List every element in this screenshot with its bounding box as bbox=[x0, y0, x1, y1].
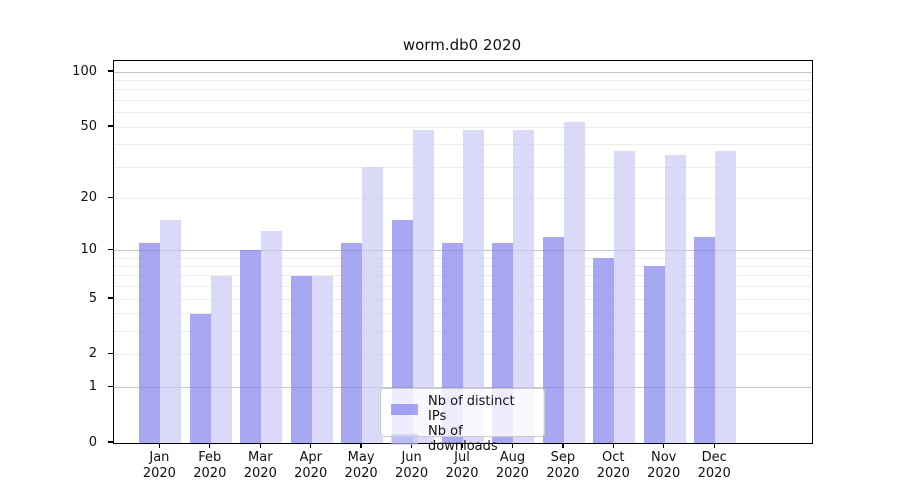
y-tick-label-0: 0 bbox=[88, 434, 97, 450]
bar-dec-downloads bbox=[715, 150, 737, 443]
bar-oct-distinct-ips bbox=[593, 258, 615, 443]
bar-mar-downloads bbox=[261, 230, 283, 443]
legend-swatch-distinct-ips bbox=[391, 403, 418, 415]
y-tick-5 bbox=[108, 297, 113, 299]
y-tick-label-1: 1 bbox=[88, 378, 97, 394]
bar-feb-downloads bbox=[210, 275, 232, 443]
x-tick-label-jun: Jun 2020 bbox=[395, 450, 429, 481]
gridline-50 bbox=[114, 126, 812, 128]
legend-swatch-downloads bbox=[391, 433, 418, 445]
y-tick-label-5: 5 bbox=[88, 290, 97, 306]
legend-entry-downloads: Nb of downloads bbox=[391, 424, 534, 454]
legend-label-downloads: Nb of downloads bbox=[428, 424, 498, 454]
x-tick-jul bbox=[461, 443, 463, 448]
bar-mar-distinct-ips bbox=[240, 250, 262, 443]
x-tick-label-mar: Mar 2020 bbox=[243, 450, 277, 481]
x-tick-dec bbox=[713, 443, 715, 448]
gridline-80 bbox=[114, 89, 812, 91]
x-tick-oct bbox=[612, 443, 614, 448]
legend-entry-distinct-ips: Nb of distinct IPs bbox=[391, 394, 534, 424]
bar-may-distinct-ips bbox=[341, 243, 363, 443]
bar-jun-distinct-ips bbox=[391, 220, 413, 443]
bar-jun-downloads bbox=[412, 130, 434, 443]
y-tick-label-20: 20 bbox=[80, 189, 97, 205]
x-tick-feb bbox=[209, 443, 211, 448]
y-tick-2 bbox=[108, 353, 113, 355]
y-tick-20 bbox=[108, 196, 113, 198]
x-tick-sep bbox=[562, 443, 564, 448]
y-tick-50 bbox=[108, 125, 113, 127]
legend-label-distinct-ips: Nb of distinct IPs bbox=[428, 394, 515, 424]
y-tick-0 bbox=[108, 441, 113, 443]
x-tick-label-oct: Oct 2020 bbox=[596, 450, 630, 481]
bar-jan-downloads bbox=[160, 220, 182, 443]
bar-feb-distinct-ips bbox=[189, 313, 211, 443]
y-tick-label-2: 2 bbox=[88, 346, 97, 362]
x-tick-jan bbox=[158, 443, 161, 448]
x-tick-label-nov: Nov 2020 bbox=[647, 450, 681, 481]
bar-apr-distinct-ips bbox=[290, 275, 312, 443]
x-tick-label-dec: Dec 2020 bbox=[697, 450, 731, 481]
bar-oct-downloads bbox=[614, 150, 636, 443]
x-tick-may bbox=[360, 443, 362, 448]
x-tick-apr bbox=[310, 443, 312, 448]
y-tick-label-10: 10 bbox=[80, 241, 97, 257]
plot-area bbox=[113, 60, 813, 444]
x-tick-label-aug: Aug 2020 bbox=[495, 450, 529, 481]
bar-sep-downloads bbox=[563, 122, 585, 443]
y-tick-1 bbox=[108, 385, 113, 387]
x-tick-label-jan: Jan 2020 bbox=[142, 450, 176, 481]
y-tick-10 bbox=[108, 248, 113, 250]
bar-aug-downloads bbox=[513, 130, 535, 443]
x-tick-label-feb: Feb 2020 bbox=[193, 450, 227, 481]
y-tick-100 bbox=[108, 70, 113, 72]
legend: Nb of distinct IPs Nb of downloads bbox=[380, 388, 545, 454]
x-tick-label-apr: Apr 2020 bbox=[294, 450, 328, 481]
y-tick-label-50: 50 bbox=[80, 118, 97, 134]
gridline-60 bbox=[114, 112, 812, 114]
bar-nov-distinct-ips bbox=[643, 266, 665, 443]
x-tick-nov bbox=[663, 443, 665, 448]
bar-jul-downloads bbox=[463, 130, 484, 443]
x-tick-label-jul: Jul 2020 bbox=[445, 450, 479, 481]
chart-title: worm.db0 2020 bbox=[402, 36, 522, 54]
gridline-100 bbox=[114, 71, 812, 73]
x-tick-label-sep: Sep 2020 bbox=[546, 450, 580, 481]
bar-may-downloads bbox=[362, 167, 384, 443]
bar-dec-distinct-ips bbox=[694, 236, 716, 443]
x-tick-jun bbox=[410, 443, 413, 448]
bar-apr-downloads bbox=[311, 275, 333, 443]
y-tick-label-100: 100 bbox=[72, 63, 97, 79]
x-tick-mar bbox=[259, 443, 261, 448]
x-tick-aug bbox=[511, 443, 514, 448]
bar-jan-distinct-ips bbox=[139, 243, 161, 443]
gridline-70 bbox=[114, 99, 812, 101]
bar-sep-distinct-ips bbox=[542, 236, 564, 443]
x-tick-label-may: May 2020 bbox=[344, 450, 378, 481]
gridline-90 bbox=[114, 80, 812, 81]
bar-nov-downloads bbox=[664, 155, 686, 443]
